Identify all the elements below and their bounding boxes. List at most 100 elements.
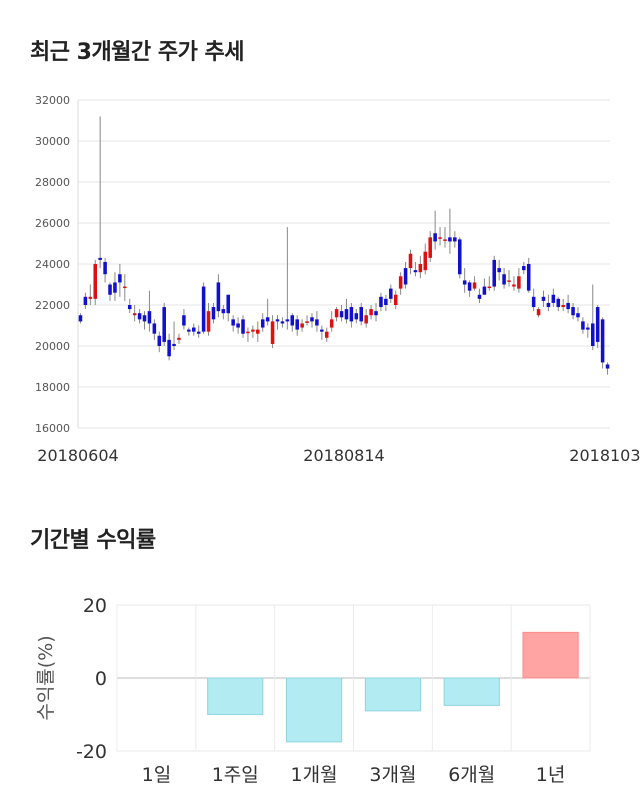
candle-body [201,286,206,332]
candle-body [182,315,186,326]
candle-body [605,364,610,369]
candle-body [408,253,413,269]
candle-body [211,307,216,320]
candle-body [246,331,250,334]
candle-body [127,305,132,310]
category-label: 6개월 [448,764,495,786]
candle-body [369,309,373,316]
candle-body [251,329,255,332]
candle-body [108,284,112,295]
candlestick-chart: 32000 30000 28000 26000 24000 22000 20000 18000… [35,94,640,465]
candle-body [162,307,166,342]
candle-body [482,286,487,295]
candle-body [561,305,565,308]
candle-body [123,286,127,289]
candle-body [354,313,359,320]
candle-body [384,298,388,305]
return-bar [522,631,579,679]
candle-body [113,282,117,293]
candle-body [443,239,447,241]
candle-body [329,319,334,328]
candle-body [472,282,477,289]
return-bar [207,677,264,715]
candle-body [221,309,226,314]
candle-body [467,282,472,291]
candle-body [147,311,152,324]
candle-body [172,343,176,346]
candle-body [428,237,432,258]
candle-body [477,294,482,299]
candle-body [374,311,378,316]
category-label: 1주일 [212,764,259,786]
candle-body [324,331,329,338]
candle-body [512,284,516,287]
candle-body [206,311,211,332]
candle-body [566,302,570,310]
candle-body [413,270,418,273]
candle-body [423,251,428,271]
y-tick-label: 16000 [35,422,70,435]
candle-body [595,307,600,342]
y-tick-label: 26000 [35,217,70,230]
candle-body [191,327,196,332]
candle-body [536,309,541,316]
candle-body [241,319,245,334]
return-bar [443,677,500,706]
candle-body [418,264,423,273]
candle-body [389,288,393,299]
candle-body [586,327,590,330]
candle-body [88,296,93,299]
y-tick-label: 30000 [35,135,70,148]
candle-body [265,317,270,322]
candle-body [438,237,442,239]
candle-body [93,264,98,299]
candle-body [403,268,408,285]
x-tick-label: 20180814 [303,446,384,465]
candle-body [507,280,511,282]
x-tick-label: 20181030 [569,446,640,465]
return-bar [285,677,343,743]
candle-body [285,319,290,322]
category-label: 3개월 [369,764,416,786]
y-tick-label: 22000 [35,299,70,312]
candle-body [295,319,299,330]
y-tick-label: 24000 [35,258,70,271]
y-tick-label: 18000 [35,381,70,394]
candle-body [462,280,467,285]
y-tick-label: -20 [76,741,107,763]
y-tick-label: 20 [83,595,107,617]
candle-body [546,302,551,308]
candle-body [349,307,354,322]
candle-body [497,268,501,273]
candle-body [398,276,403,289]
candle-body [78,315,83,322]
candle-body [457,239,462,275]
candle-body [270,321,275,344]
candle-body [98,257,102,260]
candle-body [453,237,457,242]
x-tick-label: 20180604 [37,446,118,465]
candle-body [305,321,309,323]
candle-body [526,264,531,291]
candle-body [551,294,556,303]
y-axis-label: 수익률(%) [35,635,57,720]
candle-body [260,319,265,328]
candle-body [320,329,324,332]
candle-body [344,309,349,320]
candle-body [315,319,319,326]
candle-body [517,276,521,289]
candle-body [118,274,122,283]
candle-body [393,294,398,305]
candle-body [167,339,171,357]
candle-body [83,296,88,305]
candle-body [132,313,137,316]
candle-body [236,323,240,328]
candle-body [541,296,546,301]
candle-body [576,313,580,318]
candle-body [379,296,383,308]
candle-body [590,323,595,346]
candle-body [152,323,157,334]
candle-body [310,317,314,322]
candle-body [556,298,561,308]
